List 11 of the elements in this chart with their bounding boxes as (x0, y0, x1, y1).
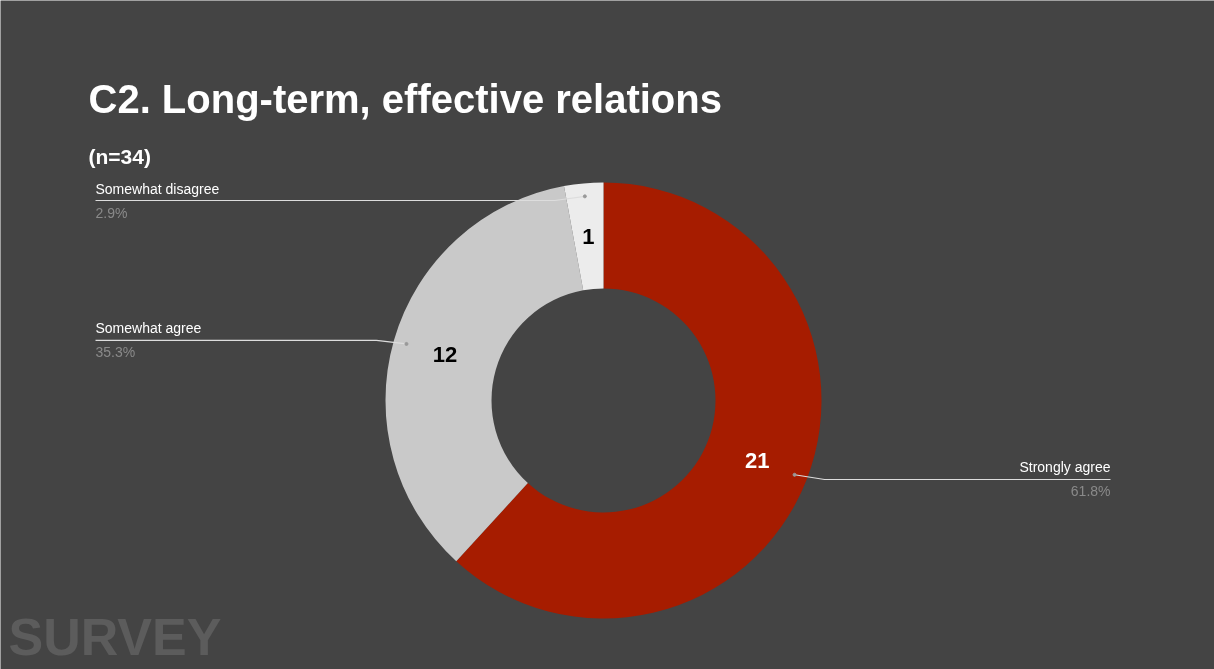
text: 1 (582, 223, 595, 249)
chart-title: C2. Long-term, effective relations (88, 76, 722, 121)
slice-label: Somewhat agree (95, 320, 202, 337)
data-label: 61.8% (1070, 483, 1111, 500)
chart-subtitle: (n=34) (88, 145, 151, 168)
data-label: 2.9% (95, 204, 128, 221)
text: 21 (745, 447, 770, 473)
data-label: 35.3% (95, 344, 136, 361)
text: 12 (432, 342, 458, 368)
slice-label: Somewhat disagree (95, 180, 220, 197)
slice-label: Strongly agree (1019, 459, 1111, 476)
